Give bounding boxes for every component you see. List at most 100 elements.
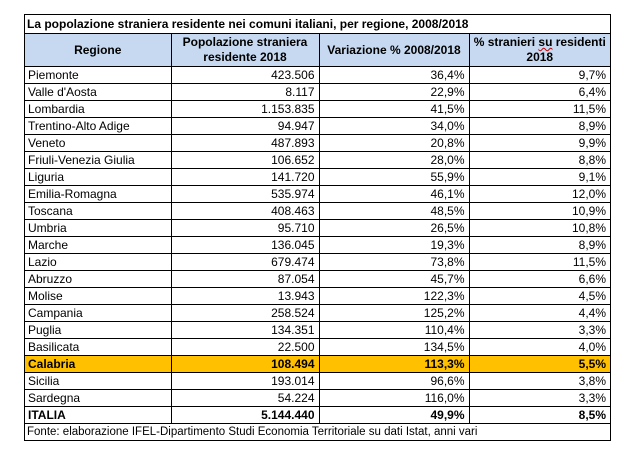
total-row: ITALIA 5.144.440 49,9% 8,5%	[25, 406, 610, 424]
cell-percentuale: 11,5%	[468, 253, 610, 271]
cell-percentuale: 3,8%	[468, 372, 610, 390]
cell-popolazione: 54.224	[170, 389, 320, 407]
cell-variazione: 20,8%	[318, 134, 470, 152]
table-row: Umbria 95.710 26,5% 10,8%	[25, 219, 610, 237]
table-row: Molise 13.943 122,3% 4,5%	[25, 287, 610, 305]
cell-variazione: 110,4%	[318, 321, 470, 339]
cell-regione: Veneto	[25, 134, 172, 152]
table-row: Liguria 141.720 55,9% 9,1%	[25, 168, 610, 186]
cell-popolazione: 95.710	[170, 219, 320, 237]
cell-percentuale: 5,5%	[468, 355, 610, 373]
cell-regione: Umbria	[25, 219, 172, 237]
cell-percentuale: 6,6%	[468, 270, 610, 288]
cell-percentuale: 8,9%	[468, 236, 610, 254]
table-row: Toscana 408.463 48,5% 10,9%	[25, 202, 610, 220]
cell-percentuale: 4,5%	[468, 287, 610, 305]
cell-popolazione: 535.974	[170, 185, 320, 203]
cell-popolazione: 679.474	[170, 253, 320, 271]
header-stranieri-pre: % stranieri	[473, 35, 539, 49]
table-row: Abruzzo 87.054 45,7% 6,6%	[25, 270, 610, 288]
cell-variazione: 113,3%	[318, 355, 470, 373]
cell-regione: Friuli-Venezia Giulia	[25, 151, 172, 169]
cell-regione: Lombardia	[25, 100, 172, 118]
cell-percentuale: 10,9%	[468, 202, 610, 220]
cell-popolazione: 134.351	[170, 321, 320, 339]
cell-variazione: 45,7%	[318, 270, 470, 288]
cell-popolazione: 108.494	[170, 355, 320, 373]
cell-regione: Abruzzo	[25, 270, 172, 288]
table-row: Marche 136.045 19,3% 8,9%	[25, 236, 610, 254]
cell-variazione: 125,2%	[318, 304, 470, 322]
cell-regione: Sicilia	[25, 372, 172, 390]
cell-popolazione: 258.524	[170, 304, 320, 322]
cell-variazione: 49,9%	[318, 406, 470, 424]
cell-popolazione: 13.943	[170, 287, 320, 305]
cell-variazione: 28,0%	[318, 151, 470, 169]
cell-regione: Liguria	[25, 168, 172, 186]
header-popolazione: Popolazione straniera residente 2018	[170, 34, 320, 67]
table-row: Trentino-Alto Adige 94.947 34,0% 8,9%	[25, 117, 610, 135]
cell-popolazione: 141.720	[170, 168, 320, 186]
cell-variazione: 19,3%	[318, 236, 470, 254]
cell-percentuale: 3,3%	[468, 321, 610, 339]
table-row: Veneto 487.893 20,8% 9,9%	[25, 134, 610, 152]
cell-regione: Marche	[25, 236, 172, 254]
table-row: Campania 258.524 125,2% 4,4%	[25, 304, 610, 322]
cell-variazione: 96,6%	[318, 372, 470, 390]
cell-variazione: 48,5%	[318, 202, 470, 220]
cell-popolazione: 487.893	[170, 134, 320, 152]
cell-regione: Campania	[25, 304, 172, 322]
cell-popolazione: 22.500	[170, 338, 320, 356]
cell-percentuale: 8,8%	[468, 151, 610, 169]
cell-regione: Lazio	[25, 253, 172, 271]
table-row: Puglia 134.351 110,4% 3,3%	[25, 321, 610, 339]
cell-percentuale: 6,4%	[468, 83, 610, 101]
cell-percentuale: 12,0%	[468, 185, 610, 203]
table-row: Sardegna 54.224 116,0% 3,3%	[25, 389, 610, 407]
cell-regione: Piemonte	[25, 66, 172, 84]
header-stranieri: % stranieri su residenti 2018	[468, 34, 610, 67]
region-table: Regione Popolazione straniera residente …	[25, 34, 610, 424]
cell-popolazione: 8.117	[170, 83, 320, 101]
header-variazione: Variazione % 2008/2018	[318, 34, 470, 67]
table-row: Valle d'Aosta 8.117 22,9% 6,4%	[25, 83, 610, 101]
cell-popolazione: 136.045	[170, 236, 320, 254]
cell-percentuale: 8,5%	[468, 406, 610, 424]
cell-variazione: 22,9%	[318, 83, 470, 101]
cell-variazione: 116,0%	[318, 389, 470, 407]
cell-percentuale: 4,0%	[468, 338, 610, 356]
cell-percentuale: 9,9%	[468, 134, 610, 152]
header-regione: Regione	[25, 34, 172, 67]
cell-variazione: 36,4%	[318, 66, 470, 84]
table-row: Emilia-Romagna 535.974 46,1% 12,0%	[25, 185, 610, 203]
table-row: Lazio 679.474 73,8% 11,5%	[25, 253, 610, 271]
cell-regione: Emilia-Romagna	[25, 185, 172, 203]
cell-popolazione: 106.652	[170, 151, 320, 169]
cell-regione: Puglia	[25, 321, 172, 339]
cell-percentuale: 10,8%	[468, 219, 610, 237]
header-stranieri-post: residenti 2018	[526, 35, 606, 64]
cell-regione: Sardegna	[25, 389, 172, 407]
cell-variazione: 122,3%	[318, 287, 470, 305]
cell-popolazione: 94.947	[170, 117, 320, 135]
cell-regione: ITALIA	[25, 406, 172, 424]
cell-regione: Valle d'Aosta	[25, 83, 172, 101]
cell-percentuale: 11,5%	[468, 100, 610, 118]
cell-variazione: 34,0%	[318, 117, 470, 135]
cell-variazione: 134,5%	[318, 338, 470, 356]
cell-popolazione: 87.054	[170, 270, 320, 288]
cell-variazione: 73,8%	[318, 253, 470, 271]
header-stranieri-su: su	[538, 35, 553, 49]
cell-variazione: 41,5%	[318, 100, 470, 118]
table-row: Piemonte 423.506 36,4% 9,7%	[25, 66, 610, 84]
cell-percentuale: 9,1%	[468, 168, 610, 186]
cell-regione: Basilicata	[25, 338, 172, 356]
table-row: Calabria 108.494 113,3% 5,5%	[25, 355, 610, 373]
cell-popolazione: 1.153.835	[170, 100, 320, 118]
cell-regione: Toscana	[25, 202, 172, 220]
cell-popolazione: 408.463	[170, 202, 320, 220]
table-row: Basilicata 22.500 134,5% 4,0%	[25, 338, 610, 356]
cell-percentuale: 3,3%	[468, 389, 610, 407]
cell-variazione: 55,9%	[318, 168, 470, 186]
source-note: Fonte: elaborazione IFEL-Dipartimento St…	[27, 426, 478, 438]
